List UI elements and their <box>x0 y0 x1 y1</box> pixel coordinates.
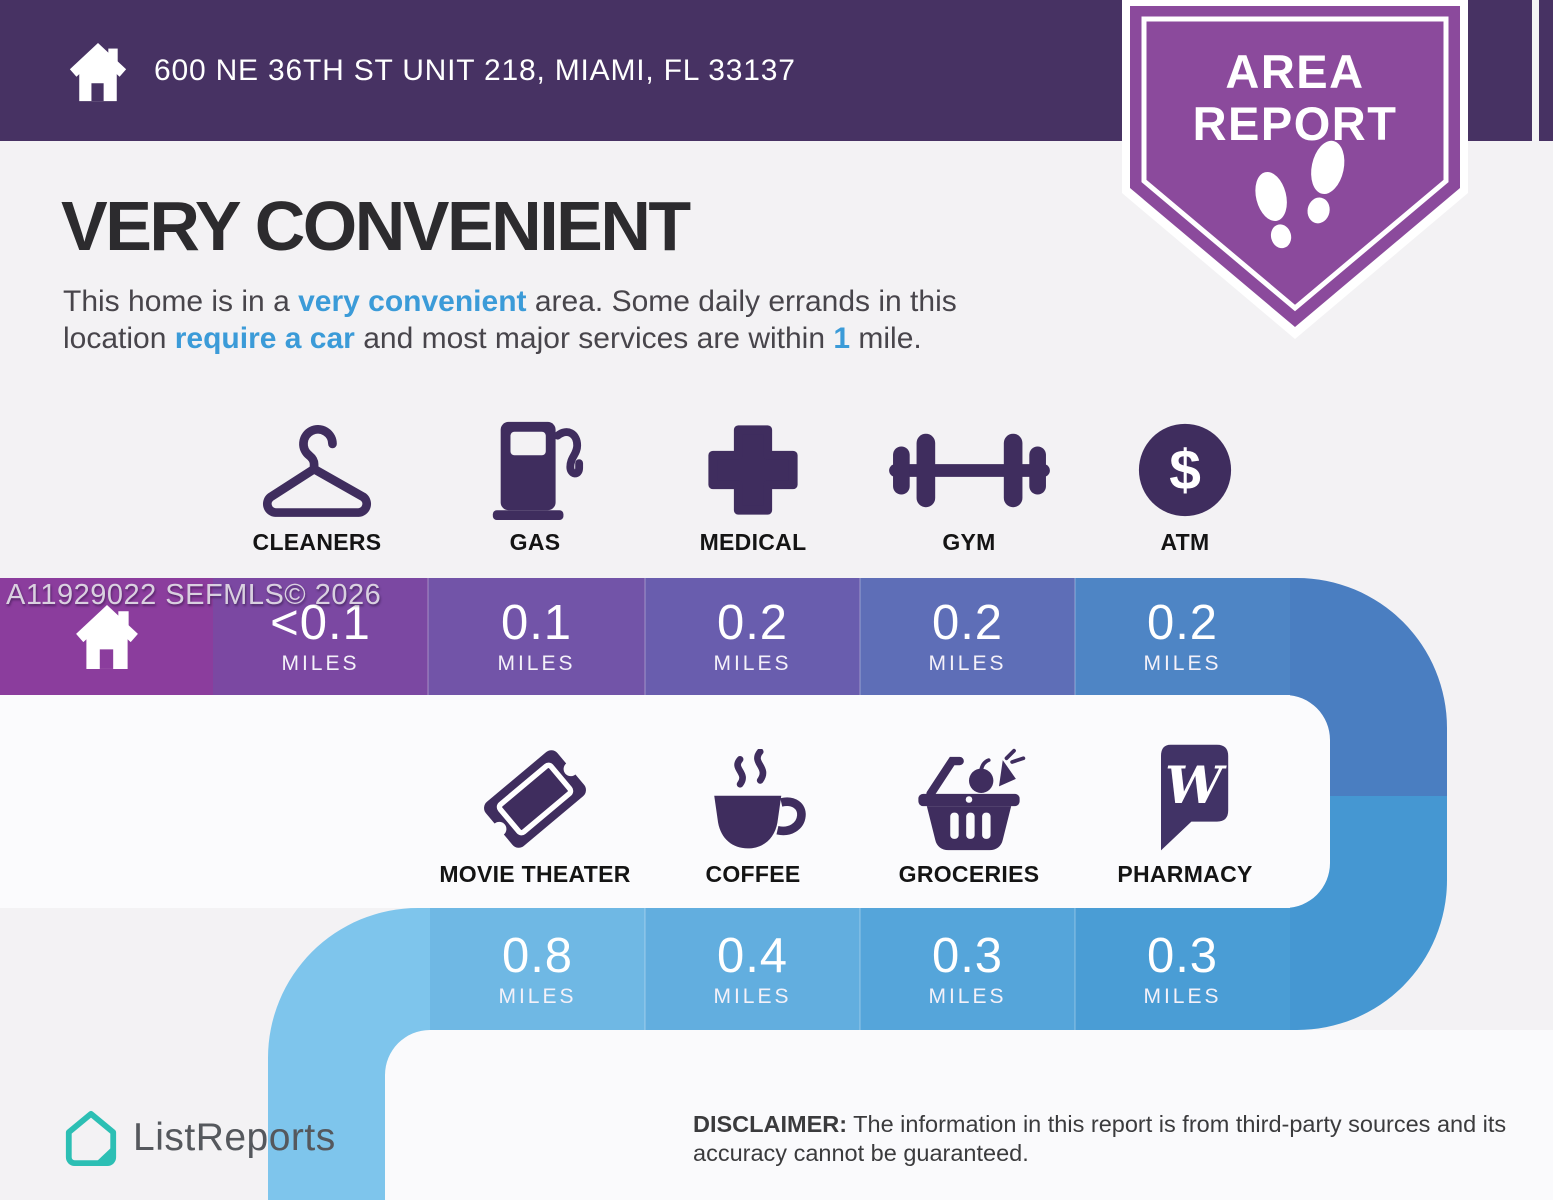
highlight-require-a-car: require a car <box>174 322 355 355</box>
distance-atm: 0.2 MILES <box>1143 596 1222 675</box>
header-edge-line <box>1532 0 1539 141</box>
home-icon <box>75 604 138 669</box>
poi-medical: MEDICAL <box>645 416 861 556</box>
listreports-house-icon <box>65 1110 117 1166</box>
svg-text:$: $ <box>1169 440 1201 503</box>
highlight-very-convenient: very convenient <box>298 285 527 318</box>
svg-text:W: W <box>1165 756 1227 816</box>
badge-shape <box>1122 0 1468 339</box>
highlight-one-mile: 1 <box>833 322 851 355</box>
ribbon-right-band-upper <box>1290 578 1447 796</box>
poi-atm: $ ATM <box>1077 416 1293 556</box>
poi-movie-theater: MOVIE THEATER <box>427 748 643 888</box>
ribbon-seg-groceries <box>860 908 1075 1030</box>
home-icon-door <box>91 83 104 102</box>
poi-label: CLEANERS <box>252 529 382 555</box>
poi-gas: GAS <box>427 416 643 556</box>
ticket-icon <box>484 750 586 848</box>
coffee-cup-icon <box>713 749 806 849</box>
walgreens-w-icon: W <box>1161 744 1229 851</box>
ribbon-home-cell <box>0 578 213 695</box>
ribbon-seg-coffee <box>645 908 860 1030</box>
distance-coffee: 0.4 MILES <box>713 928 792 1008</box>
poi-cleaners: CLEANERS <box>209 416 425 556</box>
ribbon-seg-medical <box>645 578 860 695</box>
property-address: 600 NE 36TH ST UNIT 218, MIAMI, FL 33137 <box>154 53 796 87</box>
ribbon-seg-movie <box>430 908 645 1030</box>
poi-label: GROCERIES <box>898 861 1040 887</box>
poi-label: COFFEE <box>705 861 801 887</box>
medical-cross-icon <box>708 425 798 515</box>
distance-cleaners: <0.1 MILES <box>270 596 371 675</box>
grocery-basket-icon <box>918 748 1026 851</box>
home-icon-door <box>99 648 113 669</box>
poi-label: MOVIE THEATER <box>439 861 631 887</box>
description-paragraph: This home is in a very convenient area. … <box>63 283 957 357</box>
distance-gym: 0.2 MILES <box>928 596 1007 675</box>
distance-groceries: 0.3 MILES <box>928 928 1007 1008</box>
distance-pharmacy: 0.3 MILES <box>1143 928 1222 1008</box>
dumbbell-icon <box>888 433 1050 508</box>
listreports-wordmark: ListReports <box>133 1116 336 1159</box>
badge-title-line2: REPORT <box>1192 97 1398 150</box>
poi-label: MEDICAL <box>699 529 807 555</box>
ribbon-seg-cleaners <box>213 578 428 695</box>
poi-label: PHARMACY <box>1117 861 1253 887</box>
page-title: VERY CONVENIENT <box>61 187 691 265</box>
description-line1: This home is in a very convenient area. … <box>63 285 957 318</box>
poi-groceries: GROCERIES <box>861 748 1077 888</box>
disclaimer-label: DISCLAIMER: <box>693 1111 848 1137</box>
home-icon <box>69 42 127 102</box>
ribbon-seg-pharmacy <box>1075 908 1290 1030</box>
ribbon-seg-gas <box>428 578 645 695</box>
distance-gas: 0.1 MILES <box>497 596 576 675</box>
distance-medical: 0.2 MILES <box>713 596 792 675</box>
mls-watermark: A11929022 SEFMLS© 2026 <box>6 579 382 611</box>
dollar-circle-icon: $ <box>1138 423 1232 517</box>
poi-gym: GYM <box>861 416 1077 556</box>
badge-title-line1: AREA <box>1225 45 1365 98</box>
gas-pump-icon <box>492 421 584 520</box>
ribbon-seg-gym <box>860 578 1075 695</box>
poi-pharmacy: W PHARMACY <box>1077 744 1293 888</box>
hanger-icon <box>263 425 371 517</box>
listreports-logo: ListReports <box>63 1110 336 1166</box>
poi-label: GYM <box>942 529 996 555</box>
bottom-card <box>385 1030 1553 1200</box>
footprints-icon <box>1255 140 1345 249</box>
middle-card <box>0 695 1330 908</box>
description-line2: location require a car and most major se… <box>63 322 922 355</box>
area-report-badge: AREA REPORT <box>1115 0 1475 348</box>
poi-label: ATM <box>1160 529 1210 555</box>
poi-coffee: COFFEE <box>645 748 861 888</box>
poi-label: GAS <box>509 529 561 555</box>
disclaimer-text: DISCLAIMER: The information in this repo… <box>693 1111 1507 1166</box>
ribbon-seg-atm <box>1075 578 1290 695</box>
ribbon-right-band-lower <box>1290 796 1447 1030</box>
distance-movie-theater: 0.8 MILES <box>498 928 577 1008</box>
